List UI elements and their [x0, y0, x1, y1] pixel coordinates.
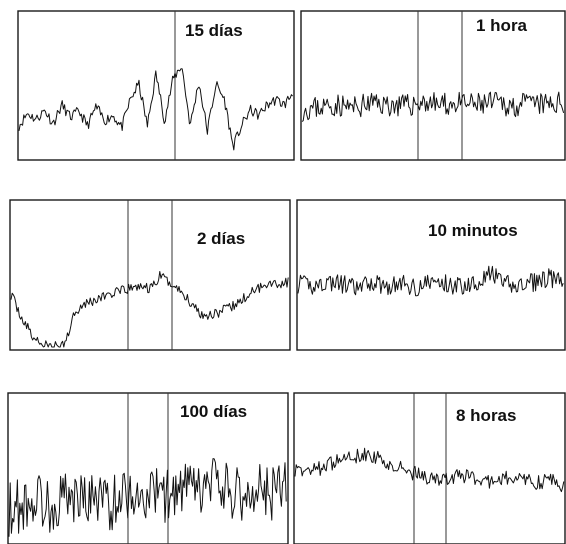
panel-1-hora: 1 hora: [300, 10, 566, 161]
panel-8-horas: 8 horas: [293, 392, 566, 544]
panel-frame: [17, 10, 295, 161]
signal-trace: [18, 68, 293, 151]
signal-trace: [301, 91, 565, 122]
panel-label: 2 días: [197, 229, 245, 248]
signal-trace: [297, 265, 564, 297]
signal-trace: [8, 458, 287, 537]
panel-label: 8 horas: [456, 406, 516, 425]
panel-label: 1 hora: [476, 16, 528, 35]
panel-2-dias: 2 días: [9, 199, 291, 351]
panel-frame: [293, 392, 566, 544]
panel-frame: [296, 199, 566, 351]
panel-100-dias: 100 días: [7, 392, 289, 544]
panel-10-minutos: 10 minutos: [296, 199, 566, 351]
panel-frame: [9, 199, 291, 351]
panel-frame: [300, 10, 566, 161]
panel-label: 100 días: [180, 402, 247, 421]
signal-trace: [294, 447, 565, 493]
panel-frame: [7, 392, 289, 544]
panel-label: 10 minutos: [428, 221, 518, 240]
signal-trace: [10, 271, 289, 348]
panel-15-dias: 15 días: [17, 10, 295, 161]
panel-label: 15 días: [185, 21, 243, 40]
